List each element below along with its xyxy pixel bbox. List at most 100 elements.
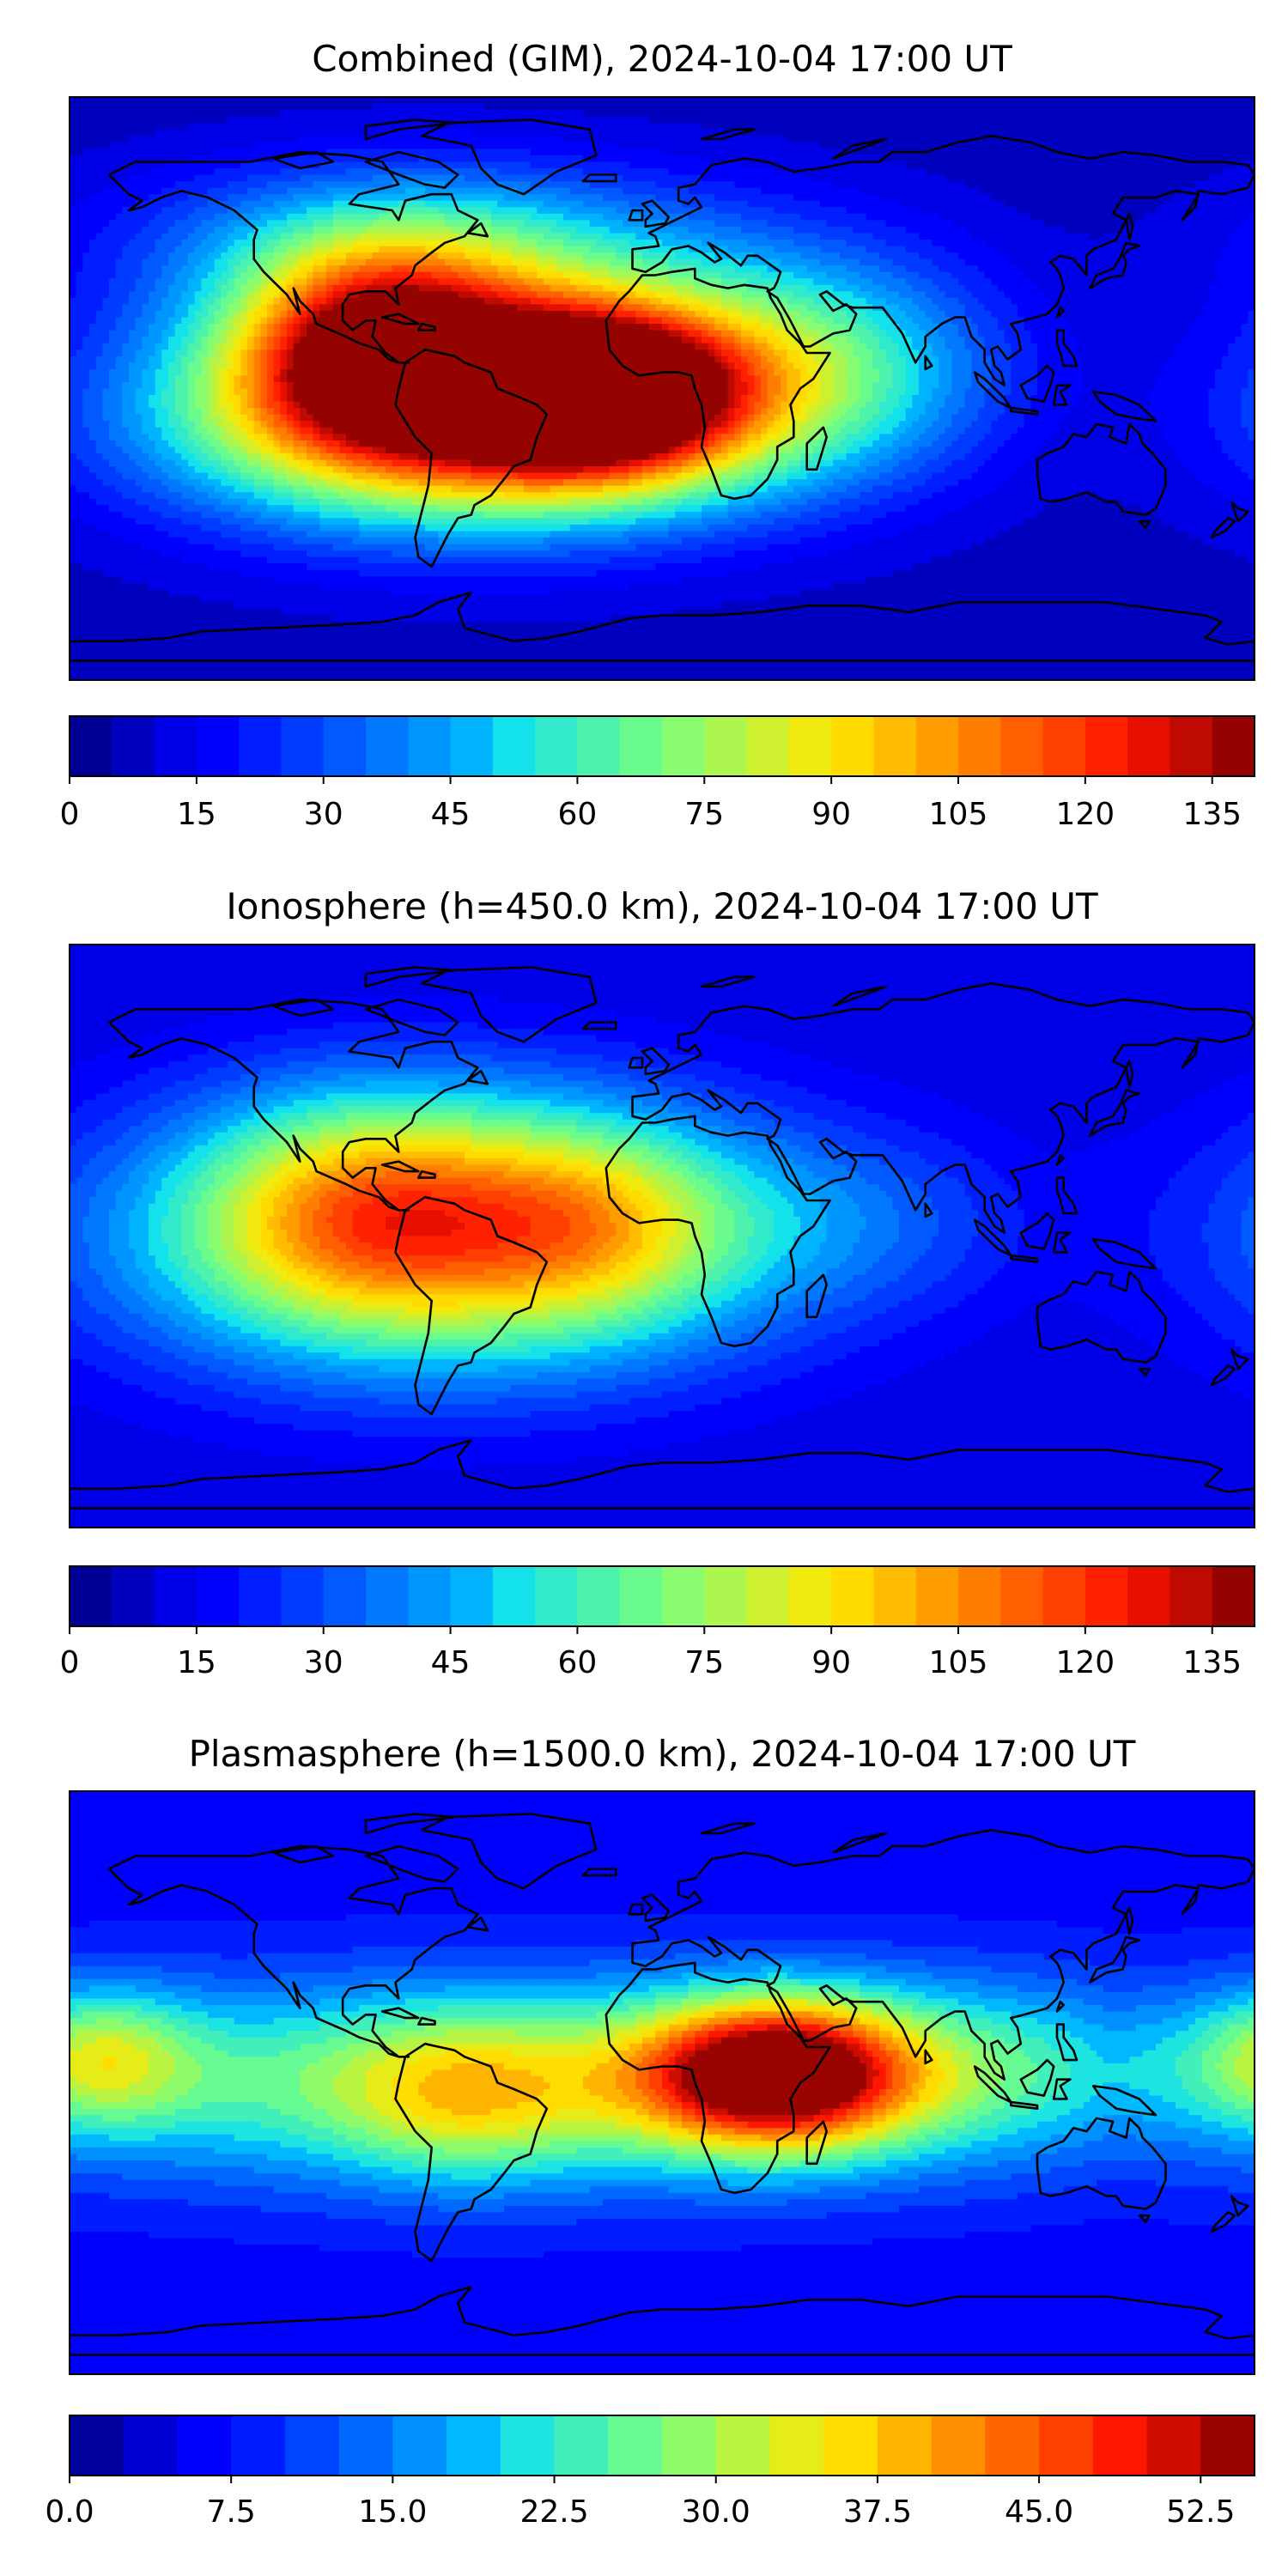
field-cell: [82, 271, 90, 279]
field-cell: [708, 155, 715, 163]
field-cell: [1195, 181, 1203, 189]
field-cell: [122, 252, 130, 260]
field-cell: [774, 246, 781, 253]
field-cell: [860, 123, 867, 131]
field-cell: [556, 271, 564, 279]
field-cell: [76, 161, 83, 169]
field-cell: [629, 129, 636, 137]
field-cell: [978, 187, 986, 195]
field-cell: [537, 136, 544, 143]
field-cell: [188, 174, 196, 182]
field-cell: [1201, 239, 1209, 247]
field-cell: [846, 161, 854, 169]
field-cell: [1235, 233, 1242, 240]
field-cell: [1162, 207, 1170, 215]
field-cell: [352, 123, 360, 131]
field-cell: [675, 136, 683, 143]
field-cell: [1136, 187, 1144, 195]
field-cell: [194, 129, 202, 137]
field-cell: [655, 258, 663, 266]
field-cell: [1122, 233, 1130, 240]
field-cell: [188, 233, 196, 240]
field-cell: [458, 123, 465, 131]
field-cell: [741, 110, 749, 118]
field-cell: [860, 207, 867, 215]
field-cell: [1122, 136, 1130, 143]
field-cell: [122, 220, 130, 228]
field-cell: [425, 233, 433, 240]
field-cell: [300, 200, 307, 208]
field-cell: [951, 116, 959, 124]
field-cell: [1235, 123, 1242, 131]
field-cell: [228, 194, 235, 202]
field-cell: [1201, 116, 1209, 124]
field-cell: [971, 213, 979, 221]
field-cell: [550, 110, 557, 118]
field-cell: [806, 174, 814, 182]
field-cell: [978, 136, 986, 143]
field-cell: [260, 181, 268, 189]
field-cell: [1090, 194, 1097, 202]
field-cell: [589, 200, 597, 208]
field-cell: [1083, 200, 1091, 208]
field-cell: [727, 207, 735, 215]
field-cell: [438, 110, 446, 118]
field-cell: [484, 155, 492, 163]
field-cell: [76, 258, 83, 266]
field-cell: [339, 97, 347, 105]
field-cell: [339, 142, 347, 149]
field-cell: [576, 207, 584, 215]
field-cell: [1156, 246, 1163, 253]
field-cell: [76, 213, 83, 221]
field-cell: [781, 213, 788, 221]
field-cell: [1241, 103, 1249, 111]
field-cell: [326, 110, 334, 118]
field-cell: [550, 226, 557, 234]
field-cell: [1077, 110, 1084, 118]
field-cell: [1103, 258, 1110, 266]
field-cell: [201, 103, 209, 111]
field-cell: [596, 246, 604, 253]
field-cell: [688, 233, 696, 240]
field-cell: [569, 142, 577, 149]
field-cell: [1176, 129, 1183, 137]
field-cell: [925, 116, 933, 124]
field-cell: [826, 123, 834, 131]
field-cell: [1248, 194, 1255, 202]
field-cell: [747, 161, 755, 169]
field-cell: [688, 194, 696, 202]
field-cell: [774, 194, 781, 202]
field-cell: [840, 129, 848, 137]
field-cell: [392, 167, 399, 176]
field-cell: [1057, 207, 1065, 215]
field-cell: [761, 271, 769, 279]
field-cell: [1018, 103, 1025, 111]
field-cell: [1201, 129, 1209, 137]
field-cell: [517, 103, 525, 111]
field-cell: [208, 200, 216, 208]
field-cell: [1162, 129, 1170, 137]
field-cell: [905, 167, 913, 176]
field-cell: [662, 142, 670, 149]
field-cell: [89, 155, 97, 163]
field-cell: [813, 194, 821, 202]
field-cell: [386, 136, 393, 143]
field-cell: [1004, 116, 1012, 124]
field-cell: [174, 265, 182, 273]
field-cell: [366, 194, 374, 202]
field-cell: [853, 155, 860, 163]
field-cell: [787, 271, 794, 279]
field-cell: [76, 200, 83, 208]
field-cell: [168, 213, 176, 221]
field-cell: [964, 181, 972, 189]
field-cell: [115, 110, 123, 118]
field-cell: [293, 123, 301, 131]
field-cell: [122, 213, 130, 221]
field-cell: [260, 194, 268, 202]
field-cell: [853, 174, 860, 182]
field-cell: [517, 142, 525, 149]
field-cell: [754, 161, 762, 169]
field-cell: [135, 226, 143, 234]
field-cell: [537, 161, 544, 169]
field-cell: [451, 252, 459, 260]
